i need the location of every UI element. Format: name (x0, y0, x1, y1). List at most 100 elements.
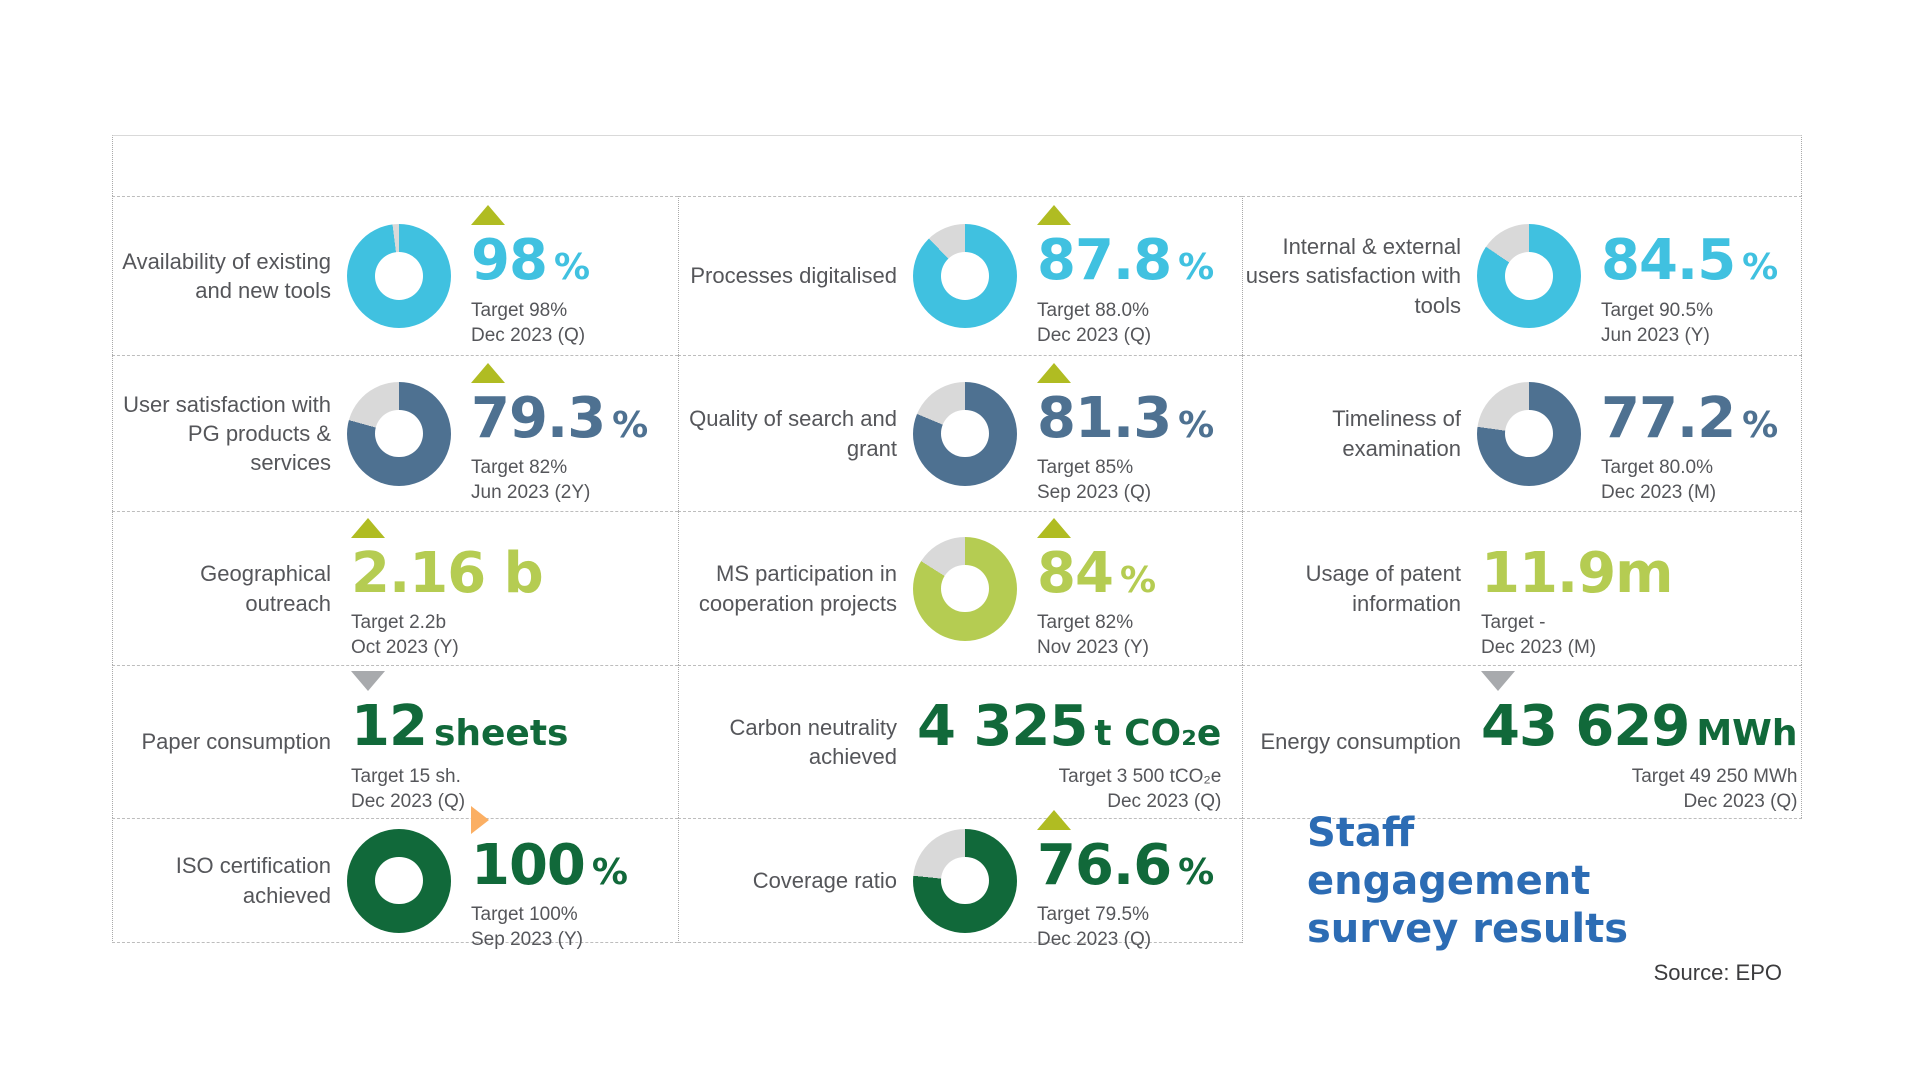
tile-paper-consumption: Paper consumption 12 sheets Target 15 sh.… (112, 665, 678, 818)
kpi-value-block: 81.3% Target 85% Sep 2023 (Q) (1037, 362, 1214, 505)
tile-timeliness-examination: Timeliness of examination 77.2% Target 8… (1242, 355, 1802, 511)
kpi-label: Coverage ratio (752, 867, 897, 893)
kpi-target: Target - (1481, 612, 1546, 634)
kpi-target: Target 80.0% (1601, 457, 1713, 479)
kpi-value-block: 12 sheets Target 15 sh. Dec 2023 (Q) (351, 670, 568, 813)
kpi-value: 2.16 b (351, 540, 544, 606)
trend-up-icon (351, 517, 385, 538)
kpi-value: 84% (1037, 540, 1157, 606)
trend-up-icon (471, 362, 505, 383)
trend-up-icon (1037, 517, 1071, 538)
kpi-period: Nov 2023 (Y) (1037, 637, 1149, 659)
trend-up-icon (471, 205, 505, 226)
kpi-period: Dec 2023 (Q) (1107, 790, 1222, 812)
kpi-target: Target 82% (471, 457, 568, 479)
kpi-dashboard: Availability of existing and new tools 9… (112, 135, 1802, 952)
tile-carbon-neutrality: Carbon neutrality achieved 4 325 t CO₂e T… (678, 665, 1242, 818)
trend-up-icon (1037, 809, 1071, 830)
kpi-period: Sep 2023 (Q) (1037, 482, 1152, 504)
kpi-label: User satisfaction with PG products & ser… (123, 391, 331, 476)
donut-chart (913, 381, 1017, 486)
kpi-value: 100% (471, 832, 628, 898)
tile-users-satisfaction-tools: Internal & external users satisfaction w… (1242, 196, 1802, 355)
trend-down-icon (1481, 671, 1515, 692)
kpi-period: Oct 2023 (Y) (351, 637, 459, 659)
trend-up-icon (1037, 362, 1071, 383)
kpi-value-block: 79.3% Target 82% Jun 2023 (2Y) (471, 362, 648, 505)
kpi-label: Geographical outreach (200, 561, 331, 616)
kpi-label: Quality of search and grant (689, 406, 897, 461)
donut-chart (1477, 224, 1581, 328)
kpi-value-block: 87.8% Target 88.0% Dec 2023 (Q) (1037, 204, 1214, 347)
kpi-target: Target 82% (1037, 612, 1134, 634)
kpi-value: 11.9m (1481, 540, 1674, 606)
kpi-period: Dec 2023 (Q) (471, 324, 586, 346)
kpi-value-block: 84% Target 82% Nov 2023 (Y) (1037, 517, 1156, 660)
tile-processes-digitalised: Processes digitalised 87.8% Target 88.0%… (678, 196, 1242, 355)
kpi-label: Availability of existing and new tools (122, 248, 331, 303)
kpi-value: 76.6% (1037, 832, 1215, 898)
kpi-target: Target 79.5% (1037, 904, 1149, 926)
kpi-target: Target 98% (471, 299, 568, 321)
staff-engagement-cell: Staff engagement survey results (1242, 810, 1802, 952)
donut-chart (347, 381, 451, 486)
donut-chart (1477, 381, 1581, 486)
kpi-value: 98% (471, 228, 591, 294)
donut-chart (913, 224, 1017, 328)
kpi-value: 84.5% (1601, 228, 1779, 294)
tile-geographical-outreach: Geographical outreach 2.16 b Target 2.2b… (112, 511, 678, 665)
kpi-period: Sep 2023 (Y) (471, 929, 583, 951)
tile-coverage-ratio: Coverage ratio 76.6% Target 79.5% Dec 20… (678, 809, 1242, 950)
kpi-label: Carbon neutrality achieved (729, 714, 897, 769)
kpi-target: Target 3 500 tCO₂e (1058, 765, 1222, 787)
staff-engagement-heading: Staff engagement survey results (1307, 810, 1628, 952)
kpi-label: Processes digitalised (690, 263, 897, 289)
tile-energy-consumption: Energy consumption 43 629 MWh Target 49 2… (1242, 665, 1802, 818)
kpi-target: Target 15 sh. (351, 765, 461, 787)
kpi-value: 12 sheets (351, 694, 569, 760)
kpi-label: MS participation in cooperation projects (698, 561, 897, 616)
kpi-target: Target 85% (1037, 457, 1134, 479)
kpi-period: Dec 2023 (M) (1481, 637, 1597, 659)
kpi-target: Target 100% (471, 904, 578, 926)
kpi-value: 81.3% (1037, 385, 1215, 451)
header-strip (112, 135, 1802, 196)
kpi-value: 4 325 t CO₂e (917, 694, 1222, 760)
kpi-value-block: 98% Target 98% Dec 2023 (Q) (471, 204, 590, 347)
tile-usage-patent-information: Usage of patent information 11.9m Target… (1242, 511, 1802, 665)
source-note: Source: EPO (1653, 960, 1782, 985)
trend-flat-icon (471, 805, 489, 834)
donut-chart (913, 828, 1017, 933)
kpi-period: Jun 2023 (Y) (1601, 324, 1710, 346)
kpi-target: Target 2.2b (351, 612, 447, 634)
donut-chart (347, 224, 451, 328)
kpi-label: Timeliness of examination (1332, 406, 1461, 461)
kpi-label: Internal & external users satisfaction w… (1245, 234, 1461, 318)
kpi-period: Dec 2023 (Q) (1037, 324, 1152, 346)
kpi-value-block: 11.9m Target - Dec 2023 (M) (1481, 517, 1680, 660)
kpi-value-block: 76.6% Target 79.5% Dec 2023 (Q) (1037, 809, 1214, 952)
kpi-target: Target 49 250 MWh (1631, 765, 1798, 787)
kpi-value-block: 84.5% Target 90.5% Jun 2023 (Y) (1601, 204, 1778, 347)
kpi-label: Energy consumption (1260, 729, 1461, 755)
kpi-value-block: 2.16 b Target 2.2b Oct 2023 (Y) (351, 517, 550, 660)
kpi-label: Paper consumption (141, 729, 331, 755)
kpi-target: Target 90.5% (1601, 299, 1713, 321)
kpi-value-block: 43 629 MWh Target 49 250 MWh Dec 2023 (Q) (1481, 670, 1798, 813)
donut-chart (347, 828, 451, 933)
tile-user-satisfaction-pg: User satisfaction with PG products & ser… (112, 355, 678, 511)
kpi-value: 43 629 MWh (1481, 694, 1798, 760)
kpi-value: 79.3% (471, 385, 649, 451)
kpi-period: Dec 2023 (Q) (1683, 790, 1798, 812)
trend-up-icon (1037, 205, 1071, 226)
tile-availability-tools: Availability of existing and new tools 9… (112, 196, 678, 355)
tile-quality-search-grant: Quality of search and grant 81.3% Target… (678, 355, 1242, 511)
tile-ms-participation: MS participation in cooperation projects… (678, 511, 1242, 665)
kpi-value-block: 100% Target 100% Sep 2023 (Y) (471, 805, 628, 952)
kpi-value-block: 4 325 t CO₂e Target 3 500 tCO₂e Dec 2023 … (917, 670, 1221, 813)
kpi-period: Dec 2023 (Q) (351, 790, 466, 812)
trend-down-icon (351, 671, 385, 692)
kpi-value-block: 77.2% Target 80.0% Dec 2023 (M) (1601, 362, 1778, 505)
kpi-label: ISO certification achieved (175, 853, 331, 908)
donut-chart (913, 536, 1017, 641)
